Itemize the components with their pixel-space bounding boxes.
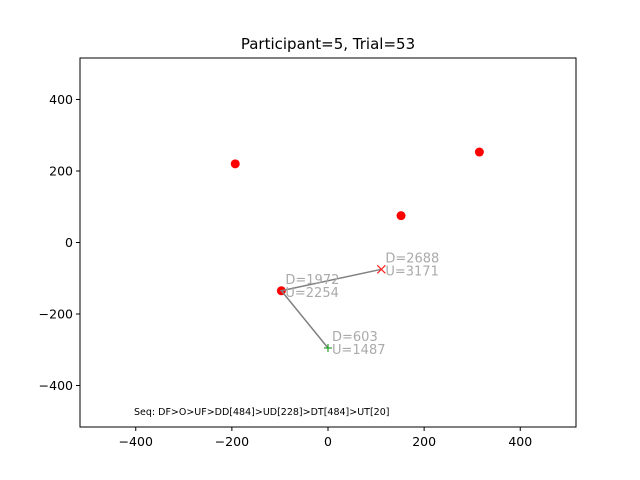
- annotation-up-time: U=1487: [332, 343, 386, 358]
- annotation-up-time: U=2254: [285, 286, 339, 301]
- annotation-down-time: D=603: [332, 330, 378, 345]
- x-tick-label: −200: [215, 434, 249, 449]
- sequence-label: Seq: DF>O>UF>DD[484]>UD[228]>DT[484]>UT[…: [134, 407, 389, 418]
- target-point: [230, 159, 240, 169]
- annotation-down-time: D=2688: [385, 251, 439, 266]
- target-point: [474, 147, 484, 157]
- x-tick-label: 400: [508, 434, 532, 449]
- plot-area: −400 −200 0 200 400 −400 −200 0 200 400 D=603U=148…: [39, 92, 533, 449]
- x-tick-label: 0: [324, 434, 332, 449]
- y-tick-label: −200: [39, 307, 73, 322]
- x-tick-label: 200: [412, 434, 436, 449]
- axes-frame: [79, 57, 577, 428]
- x-tick-label: −400: [119, 434, 153, 449]
- end-marker-b: [376, 264, 386, 274]
- annotation-down-time: D=1972: [285, 273, 339, 288]
- y-tick-label: 200: [49, 163, 73, 178]
- target-point: [396, 211, 406, 221]
- y-tick-label: 400: [49, 92, 73, 107]
- chart-title: Participant=5, Trial=53: [241, 35, 415, 53]
- movement-path: [280, 268, 382, 349]
- y-tick-label: 0: [65, 235, 73, 250]
- y-tick-label: −400: [39, 378, 73, 393]
- annotation-up-time: U=3171: [385, 264, 439, 279]
